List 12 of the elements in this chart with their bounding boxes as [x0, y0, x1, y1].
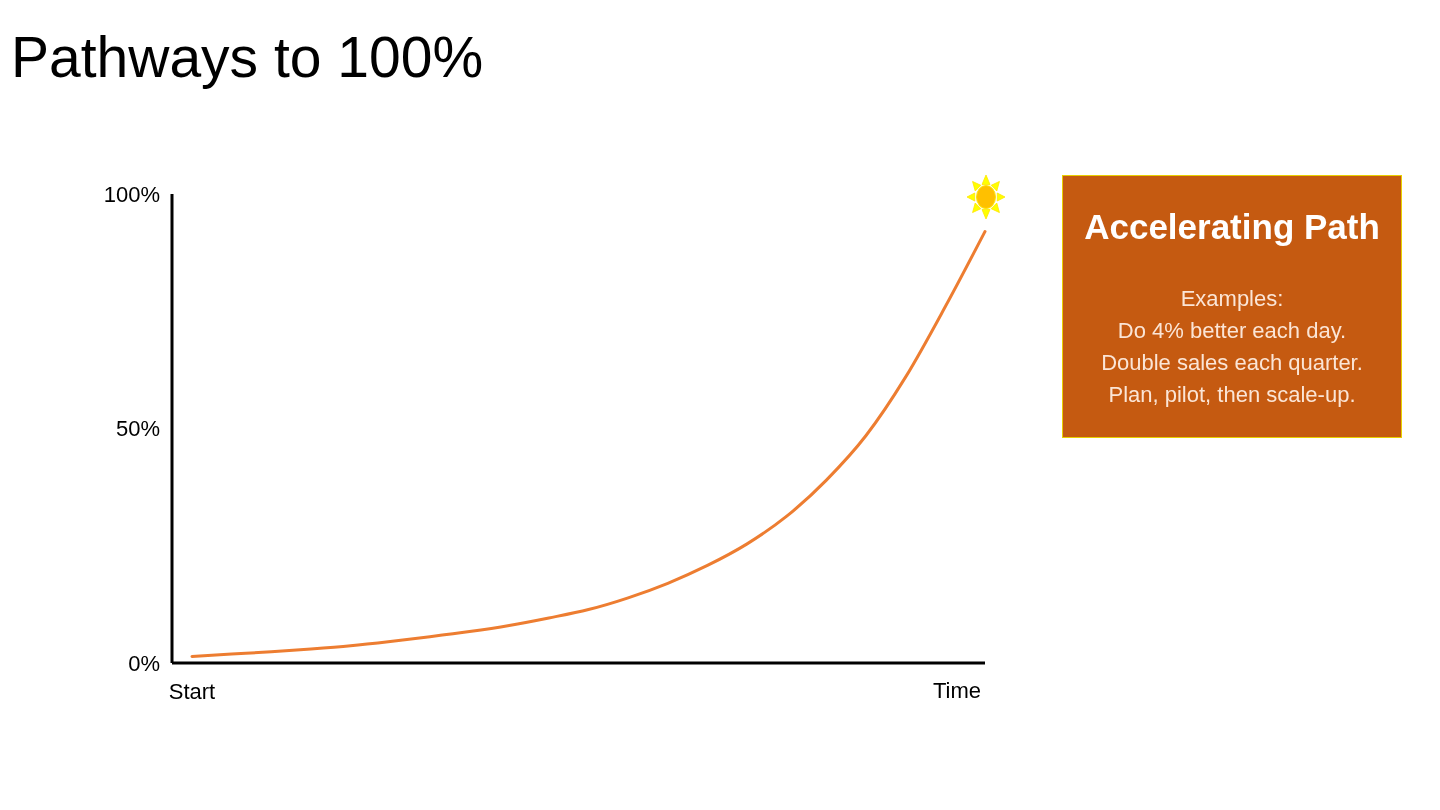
y-tick-label: 0% [128, 650, 160, 676]
text: Plan, pilot, then scale-up. [1107, 381, 1357, 409]
chart-title: Pathways to 100% [11, 25, 484, 89]
text: Examples: [1179, 285, 1285, 313]
text: Double sales each quarter. [1100, 349, 1364, 377]
x-axis-title: Time [932, 678, 981, 703]
x-tick-label: Start [168, 678, 216, 704]
y-tick-label: 50% [115, 416, 160, 442]
line-series [190, 230, 987, 658]
text: Do 4% better each day. [1116, 317, 1348, 345]
y-tick-label: 100% [103, 181, 160, 207]
text: Accelerating Path [1083, 206, 1381, 248]
